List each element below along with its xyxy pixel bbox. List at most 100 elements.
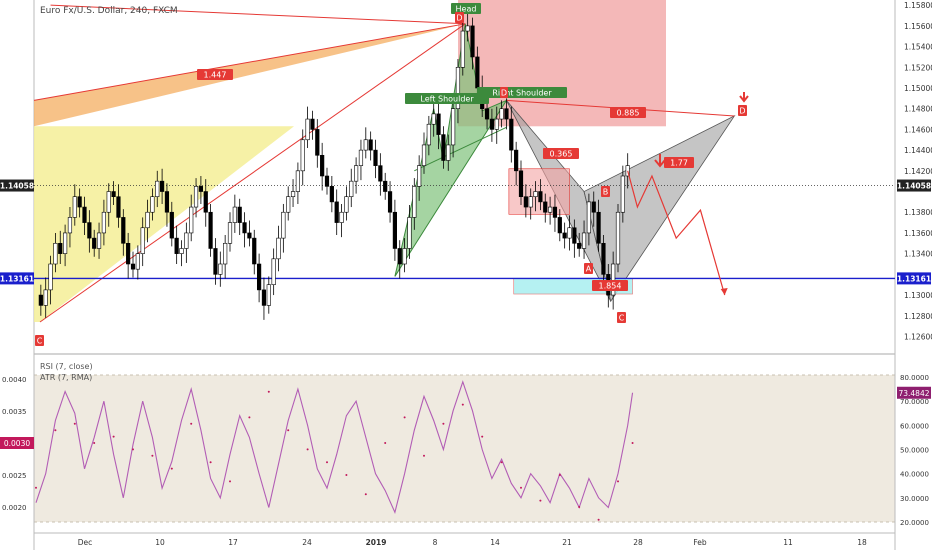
- candle-body: [315, 129, 320, 156]
- candle-body: [596, 211, 601, 244]
- arrow-down-d: [739, 92, 749, 103]
- price-tick-label: 1.13000: [904, 291, 932, 300]
- candle-body: [116, 196, 121, 218]
- candle-body: [470, 25, 475, 58]
- head-label: Head: [456, 5, 477, 14]
- point-c-left-bg: [35, 335, 44, 346]
- candle-body: [528, 196, 533, 208]
- chart-title: Euro Fx/U.S. Dollar, 240, FXCM: [40, 6, 178, 16]
- candle-body: [227, 222, 233, 244]
- candle-body: [577, 242, 582, 249]
- candle-body: [387, 191, 393, 213]
- head-label-bg: [451, 3, 481, 14]
- candle-body: [460, 30, 465, 68]
- rsi-value-label: 73.4842: [898, 389, 929, 398]
- candle-body: [184, 232, 189, 249]
- candle-body: [426, 123, 431, 146]
- candle-body: [155, 180, 160, 198]
- time-tick-label: 17: [228, 538, 238, 547]
- orange-zone: [34, 23, 466, 127]
- candle-body: [552, 206, 558, 218]
- point-d-head-bg: [455, 12, 464, 23]
- support-price-label-right-bg: [897, 272, 931, 285]
- support-price-label-left-bg: [0, 272, 34, 285]
- candle-body: [174, 237, 179, 254]
- candle-body: [557, 217, 562, 234]
- candle-body: [198, 186, 204, 192]
- candle-body: [101, 211, 106, 234]
- support-price-label-left: 1.13161: [0, 274, 34, 283]
- candle-body: [189, 206, 194, 234]
- price-tick-label: 1.15200: [904, 63, 932, 72]
- candle-body: [615, 211, 621, 265]
- price-tick-label: 1.15400: [904, 43, 932, 52]
- atr-dot: [151, 454, 154, 457]
- candle-body: [499, 108, 504, 120]
- time-tick-label: 24: [302, 538, 312, 547]
- price-tick-label: 1.13800: [904, 208, 932, 217]
- support-price-label-right: 1.13161: [897, 274, 931, 283]
- price-tick-label: 1.12800: [904, 312, 932, 321]
- atr-dot: [520, 486, 522, 489]
- time-tick-label: 2019: [366, 538, 387, 547]
- candle-body: [276, 237, 281, 260]
- candle-body: [407, 217, 412, 249]
- candle-body: [218, 263, 223, 275]
- atr-dot: [597, 518, 600, 521]
- forecast-arrowhead: [720, 288, 728, 296]
- candle-body: [383, 180, 388, 192]
- candle-body: [334, 201, 339, 223]
- candle-body: [266, 284, 271, 306]
- rsi-line: [35, 380, 634, 515]
- candle-body: [286, 196, 291, 213]
- candle-body: [160, 180, 165, 192]
- atr-axis-label: 0.0025: [2, 472, 27, 480]
- candle-body: [611, 263, 616, 296]
- point-c: C: [619, 314, 625, 323]
- atr-dot: [248, 416, 251, 419]
- candle-body: [349, 180, 354, 198]
- candle-body: [281, 211, 286, 239]
- xa-line: [33, 23, 466, 101]
- ratio-1854: 1.854: [599, 282, 622, 291]
- current-price-label-left: 1.14058: [0, 182, 34, 191]
- candle-body: [82, 206, 87, 223]
- candle-body: [130, 263, 136, 270]
- rsi-axis-label: 60.0000: [900, 422, 929, 430]
- time-tick-label: Feb: [693, 538, 707, 547]
- atr-dot: [423, 454, 425, 457]
- rsi-axis-label: 80.0000: [900, 374, 929, 382]
- point-a-bg: [584, 263, 593, 274]
- atr-value-label: 0.0030: [4, 439, 30, 448]
- yellow-zone: [34, 126, 294, 322]
- atr-dot: [345, 474, 348, 476]
- candle-body: [465, 25, 470, 32]
- candle-body: [514, 149, 519, 172]
- arrow-down-177: [654, 154, 666, 168]
- atr-dot: [539, 499, 542, 502]
- candle-body: [523, 196, 528, 208]
- candle-body: [252, 237, 257, 265]
- candle-body: [256, 263, 262, 291]
- ratio-0365-bg: [543, 148, 579, 159]
- atr-dot: [481, 435, 484, 438]
- rsi-axis-label: 70.0000: [900, 398, 929, 406]
- top-line: [50, 4, 466, 25]
- left-shoulder-label: Left Shoulder: [420, 95, 474, 104]
- atr-dot: [403, 416, 406, 419]
- time-tick-label: 18: [857, 538, 867, 547]
- atr-dot: [209, 461, 212, 464]
- candle-body: [489, 118, 495, 130]
- candle-body: [261, 289, 267, 306]
- atr-dot: [326, 461, 328, 464]
- candle-body: [586, 201, 591, 234]
- candle-body: [300, 139, 305, 172]
- rsi-axis-label: 20.0000: [900, 519, 929, 527]
- candle-body: [72, 196, 77, 218]
- current-price-label-right-bg: [897, 179, 931, 192]
- atr-dot: [229, 480, 231, 483]
- point-d: D: [739, 107, 745, 116]
- candle-body: [232, 206, 237, 223]
